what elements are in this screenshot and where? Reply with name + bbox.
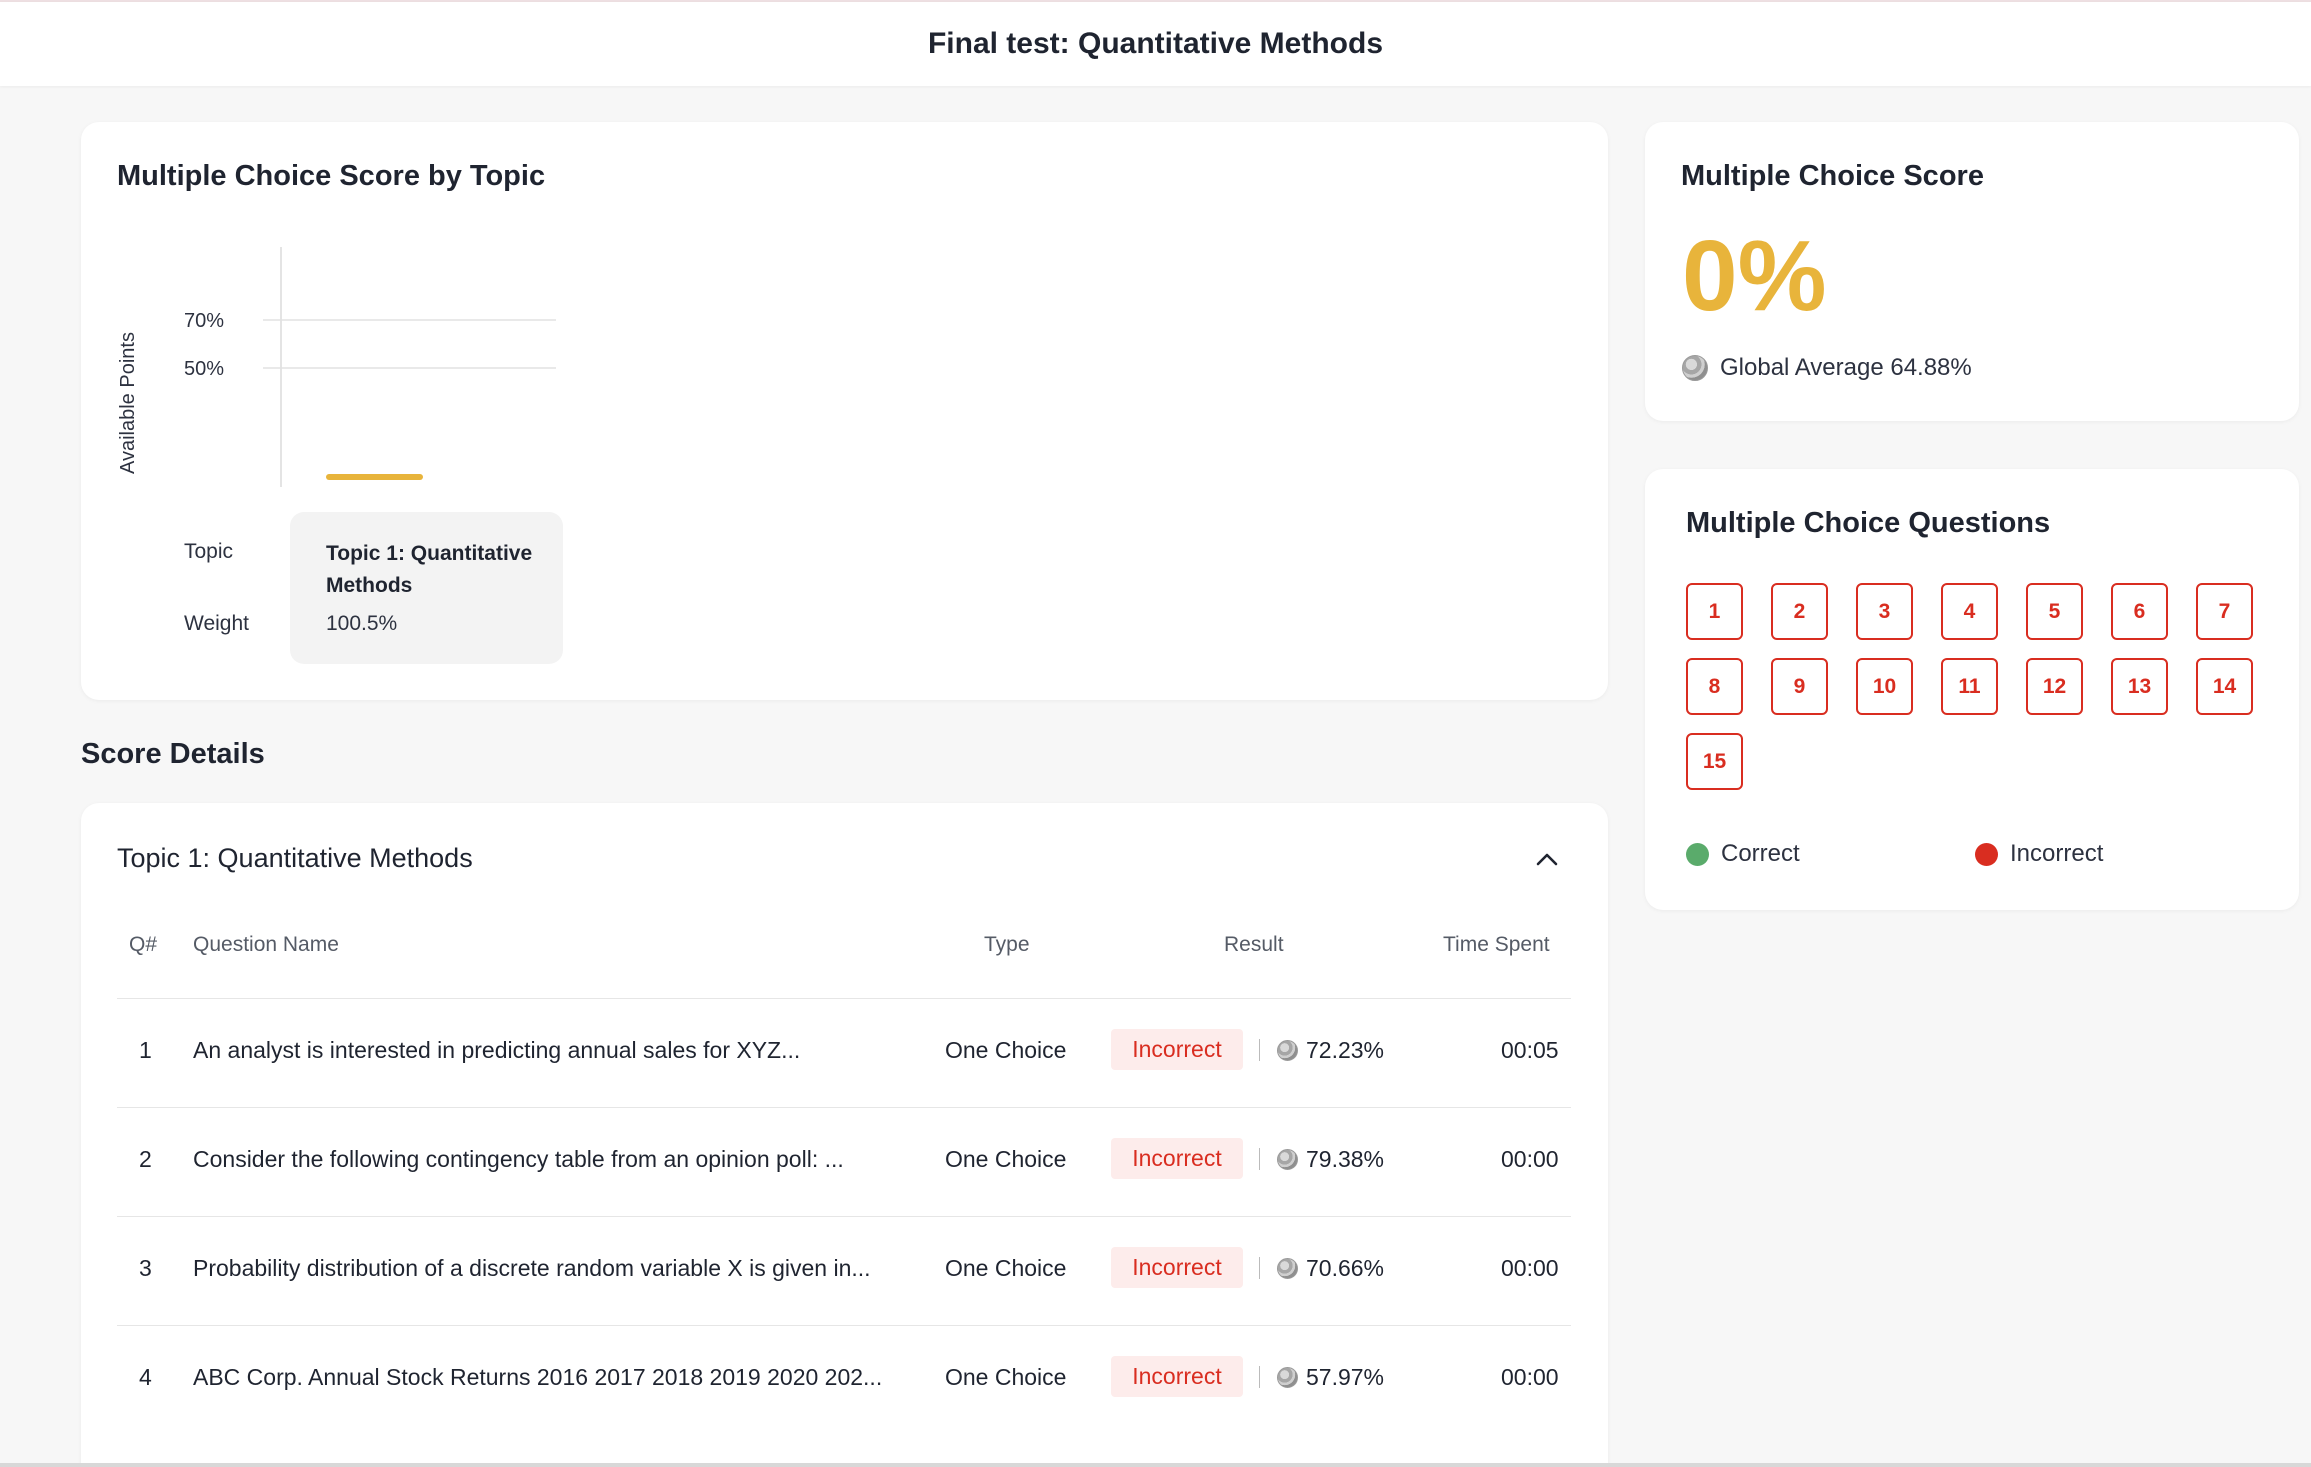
question-button-9[interactable]: 9 — [1771, 658, 1828, 715]
time-spent: 00:00 — [1501, 1255, 1559, 1281]
globe-icon — [1277, 1149, 1298, 1170]
result-badge: Incorrect — [1111, 1138, 1243, 1179]
global-average: Global Average 64.88% — [1682, 354, 1972, 382]
question-button-11[interactable]: 11 — [1941, 658, 1998, 715]
global-percentage: 72.23% — [1277, 1037, 1384, 1064]
chart-card-title: Multiple Choice Score by Topic — [117, 160, 546, 192]
score-value: 0% — [1682, 220, 1827, 332]
incorrect-dot-icon — [1975, 842, 1998, 866]
score-card-title: Multiple Choice Score — [1681, 160, 1984, 192]
topic-column-box: Topic 1: Quantitative Methods 100.5% — [290, 512, 563, 664]
result-divider — [1259, 1039, 1260, 1061]
multiple-choice-score-card: Multiple Choice Score 0% Global Average … — [1645, 122, 2299, 421]
question-button-10[interactable]: 10 — [1856, 658, 1913, 715]
global-percentage-text: 72.23% — [1306, 1037, 1385, 1063]
question-button-5[interactable]: 5 — [2026, 583, 2083, 640]
global-percentage: 70.66% — [1277, 1255, 1384, 1282]
header-time-spent: Time Spent — [1443, 933, 1550, 956]
globe-icon — [1682, 355, 1708, 381]
y-tick-70: 70% — [184, 310, 224, 332]
question-button-3[interactable]: 3 — [1856, 583, 1913, 640]
global-percentage-text: 57.97% — [1306, 1364, 1385, 1390]
y-axis-label: Available Points — [117, 332, 139, 474]
question-number: 3 — [139, 1255, 152, 1281]
topic-name: Topic 1: Quantitative Methods — [326, 542, 533, 597]
question-type: One Choice — [945, 1146, 1067, 1172]
result-badge: Incorrect — [1111, 1029, 1243, 1070]
topic-row-label: Topic — [184, 540, 234, 563]
result-divider — [1259, 1366, 1260, 1388]
topic-weight: 100.5% — [326, 612, 398, 635]
globe-icon — [1277, 1040, 1298, 1061]
question-button-7[interactable]: 7 — [2196, 583, 2253, 640]
question-button-6[interactable]: 6 — [2111, 583, 2168, 640]
bar-topic-1 — [326, 474, 423, 480]
legend-correct-label: Correct — [1721, 840, 1800, 867]
legend-incorrect: Incorrect — [1975, 840, 2103, 868]
table-row[interactable]: 3 Probability distribution of a discrete … — [117, 1216, 1571, 1325]
question-name[interactable]: ABC Corp. Annual Stock Returns 2016 2017… — [193, 1364, 883, 1390]
question-button-8[interactable]: 8 — [1686, 658, 1743, 715]
question-number: 1 — [139, 1037, 152, 1063]
table-row[interactable]: 2 Consider the following contingency tabl… — [117, 1107, 1571, 1216]
top-accent-line — [0, 0, 2311, 2]
question-button-14[interactable]: 14 — [2196, 658, 2253, 715]
question-button-15[interactable]: 15 — [1686, 733, 1743, 790]
global-percentage: 57.97% — [1277, 1364, 1384, 1391]
globe-icon — [1277, 1367, 1298, 1388]
globe-icon — [1277, 1258, 1298, 1279]
questions-card-title: Multiple Choice Questions — [1686, 507, 2051, 539]
chevron-up-icon[interactable] — [1533, 845, 1561, 873]
question-button-12[interactable]: 12 — [2026, 658, 2083, 715]
time-spent: 00:05 — [1501, 1037, 1559, 1063]
global-percentage-text: 79.38% — [1306, 1146, 1385, 1172]
time-spent: 00:00 — [1501, 1146, 1559, 1172]
question-type: One Choice — [945, 1037, 1067, 1063]
time-spent: 00:00 — [1501, 1364, 1559, 1390]
question-name[interactable]: Probability distribution of a discrete r… — [193, 1255, 871, 1281]
question-name[interactable]: An analyst is interested in predicting a… — [193, 1037, 801, 1063]
multiple-choice-questions-card: Multiple Choice Questions 1 2 3 4 5 6 7 8 9 10 11 1… — [1645, 469, 2299, 910]
y-tick-50: 50% — [184, 358, 224, 380]
question-number: 2 — [139, 1146, 152, 1172]
question-button-13[interactable]: 13 — [2111, 658, 2168, 715]
legend-correct: Correct — [1686, 840, 1800, 868]
global-percentage: 79.38% — [1277, 1146, 1384, 1173]
weight-row-label: Weight — [184, 612, 249, 635]
result-divider — [1259, 1148, 1260, 1170]
score-by-topic-card: Multiple Choice Score by Topic Available… — [81, 122, 1608, 700]
header-result: Result — [1224, 933, 1284, 956]
header-qnum: Q# — [129, 933, 158, 956]
page-header: Final test: Quantitative Methods — [0, 2, 2311, 86]
result-badge: Incorrect — [1111, 1247, 1243, 1288]
global-average-text: Global Average 64.88% — [1720, 354, 1972, 381]
global-percentage-text: 70.66% — [1306, 1255, 1385, 1281]
question-name[interactable]: Consider the following contingency table… — [193, 1146, 844, 1172]
result-divider — [1259, 1257, 1260, 1279]
page-title: Final test: Quantitative Methods — [927, 27, 1384, 60]
question-number: 4 — [139, 1364, 152, 1390]
table-row[interactable]: 1 An analyst is interested in predicting … — [117, 998, 1571, 1107]
topic-score-chart: Available Points 70% 50% — [117, 247, 556, 487]
topic-section-title[interactable]: Topic 1: Quantitative Methods — [117, 843, 473, 873]
correct-dot-icon — [1686, 842, 1709, 866]
topic-details-card: Topic 1: Quantitative Methods Q# Questio… — [81, 803, 1608, 1467]
question-button-4[interactable]: 4 — [1941, 583, 1998, 640]
legend-incorrect-label: Incorrect — [2010, 840, 2104, 867]
question-type: One Choice — [945, 1364, 1067, 1390]
header-question-name: Question Name — [193, 933, 339, 956]
question-button-2[interactable]: 2 — [1771, 583, 1828, 640]
table-row[interactable]: 4 ABC Corp. Annual Stock Returns 2016 201… — [117, 1325, 1571, 1434]
header-type: Type — [984, 933, 1030, 956]
score-details-title: Score Details — [81, 738, 265, 770]
question-button-1[interactable]: 1 — [1686, 583, 1743, 640]
bottom-border — [0, 1463, 2311, 1467]
question-type: One Choice — [945, 1255, 1067, 1281]
result-badge: Incorrect — [1111, 1356, 1243, 1397]
